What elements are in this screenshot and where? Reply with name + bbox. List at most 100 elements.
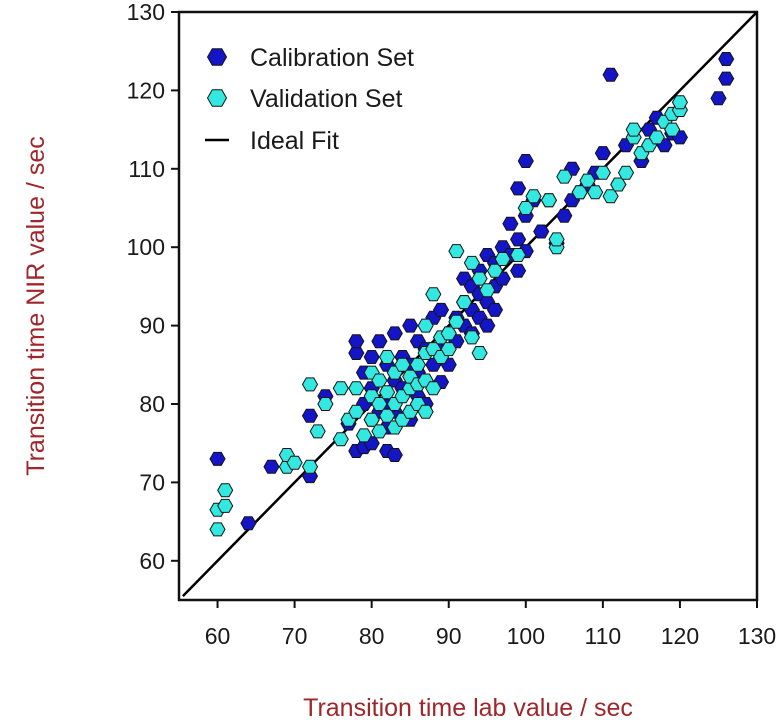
validation-point — [371, 397, 388, 411]
calibration-point — [718, 52, 735, 66]
validation-point — [355, 428, 373, 443]
calibration-point — [371, 334, 388, 349]
validation-point — [602, 189, 619, 204]
validation-point — [363, 412, 380, 427]
calibration-point — [479, 318, 496, 333]
validation-point — [440, 326, 457, 341]
validation-point — [348, 404, 365, 419]
data-points-layer — [209, 52, 735, 537]
validation-point — [486, 263, 504, 278]
validation-point — [494, 252, 511, 266]
calibration-point — [710, 91, 727, 106]
calibration-point — [240, 516, 257, 531]
validation-point — [417, 404, 434, 419]
validation-point — [456, 295, 473, 310]
y-tick-label: 60 — [139, 548, 165, 574]
calibration-point — [517, 154, 534, 168]
x-tick-label: 130 — [738, 623, 776, 649]
validation-point — [471, 271, 488, 286]
calibration-point — [556, 208, 573, 223]
y-tick-label: 130 — [127, 0, 165, 25]
calibration-point — [510, 232, 527, 247]
calibration-point — [386, 448, 403, 462]
calibration-point — [594, 146, 611, 161]
legend-label-calibration: Calibration Set — [250, 44, 414, 72]
y-tick-label: 110 — [128, 156, 165, 182]
y-axis-ticks: 60 70 80 90 100 110 120 130 — [127, 0, 179, 574]
validation-point — [664, 122, 681, 137]
validation-point — [332, 381, 349, 396]
validation-point — [409, 357, 426, 372]
y-tick-label: 100 — [127, 234, 165, 260]
validation-point — [479, 283, 496, 298]
validation-point — [594, 165, 611, 180]
calibration-point — [502, 216, 519, 231]
validation-point — [540, 193, 557, 208]
y-tick-label: 120 — [127, 77, 165, 103]
validation-point — [510, 248, 527, 262]
validation-point — [417, 318, 434, 333]
validation-point — [556, 169, 573, 184]
validation-point — [448, 314, 465, 329]
x-tick-label: 80 — [359, 623, 385, 649]
calibration-point — [209, 451, 226, 466]
calibration-point — [263, 459, 280, 474]
calibration-point — [486, 302, 504, 317]
validation-point — [625, 122, 642, 137]
calibration-point — [402, 318, 419, 333]
calibration-point — [348, 346, 365, 360]
calibration-point — [363, 350, 380, 364]
x-tick-label: 120 — [661, 623, 699, 649]
validation-point — [348, 381, 365, 396]
validation-point — [440, 342, 457, 357]
legend-marker-calibration — [206, 48, 228, 66]
validation-point — [587, 185, 604, 200]
validation-point — [463, 255, 480, 270]
validation-point — [571, 185, 588, 200]
calibration-point — [510, 181, 527, 196]
validation-point — [579, 173, 596, 188]
calibration-point — [432, 302, 450, 317]
calibration-point — [386, 326, 403, 341]
validation-point — [548, 232, 565, 247]
calibration-point — [533, 224, 550, 239]
validation-point — [648, 130, 665, 145]
x-tick-label: 110 — [585, 623, 622, 649]
validation-point — [379, 408, 396, 423]
legend-label-validation: Validation Set — [250, 85, 402, 113]
validation-point — [301, 377, 319, 392]
validation-point — [317, 397, 334, 411]
x-axis-title: Transition time lab value / sec — [303, 694, 633, 722]
validation-point — [209, 522, 226, 537]
validation-point — [471, 346, 488, 360]
validation-point — [671, 95, 688, 110]
validation-point — [286, 455, 303, 470]
calibration-point — [348, 334, 365, 349]
validation-point — [309, 424, 326, 439]
legend: Calibration Set Validation Set Ideal Fit — [205, 44, 414, 155]
x-tick-label: 60 — [205, 623, 231, 649]
validation-point — [379, 385, 396, 400]
validation-point — [425, 381, 442, 396]
calibration-point — [301, 408, 319, 423]
y-axis-title: Transition time NIR value / sec — [22, 136, 50, 475]
validation-point — [394, 357, 411, 372]
validation-point — [301, 459, 319, 474]
calibration-point — [510, 263, 527, 278]
calibration-point — [602, 67, 619, 82]
x-tick-label: 100 — [507, 623, 545, 649]
x-axis-ticks: 60 70 80 90 100 110 120 130 — [205, 600, 776, 649]
validation-point — [610, 177, 627, 192]
validation-point — [217, 483, 234, 498]
legend-label-ideal-fit: Ideal Fit — [250, 127, 339, 155]
x-tick-label: 90 — [436, 623, 462, 649]
validation-point — [371, 373, 388, 388]
validation-point — [217, 498, 234, 513]
validation-point — [525, 189, 542, 204]
validation-point — [463, 330, 480, 345]
calibration-point — [718, 71, 735, 86]
y-tick-label: 70 — [139, 469, 165, 495]
y-tick-label: 90 — [139, 313, 165, 339]
validation-point — [617, 165, 635, 180]
